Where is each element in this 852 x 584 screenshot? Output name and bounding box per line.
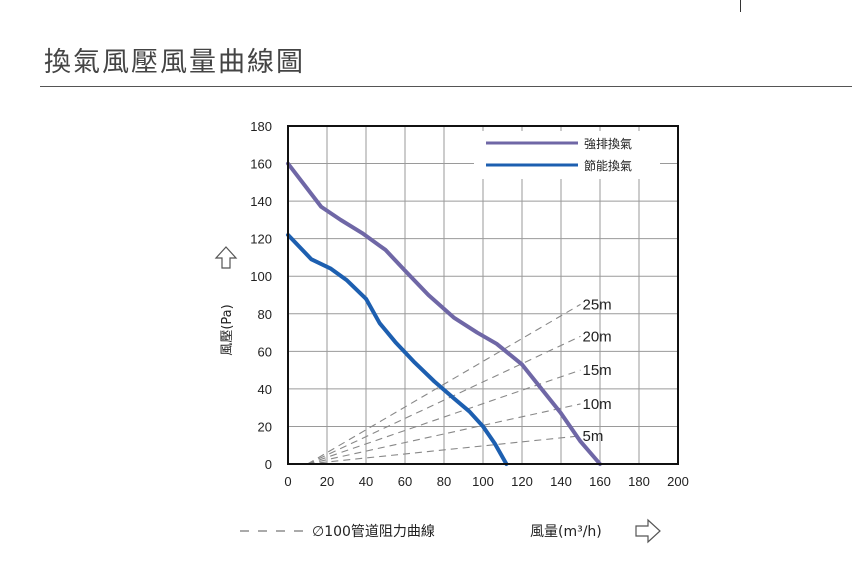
y-tick-label: 100	[250, 269, 272, 284]
x-tick-label: 80	[437, 474, 451, 489]
y-tick-label: 180	[250, 119, 272, 134]
pipe-curve-20m	[307, 335, 581, 465]
y-tick-label: 120	[250, 232, 272, 247]
y-axis-label-group: 風壓(Pa)	[214, 246, 238, 356]
x-tick-label: 120	[511, 474, 533, 489]
y-tick-label: 20	[258, 419, 272, 434]
pipe-curve-15m	[307, 369, 581, 465]
pipe-curve-25m	[307, 303, 581, 465]
x-tick-label: 0	[284, 474, 291, 489]
x-tick-label: 40	[359, 474, 373, 489]
legend-label-strong: 強排換氣	[584, 137, 632, 151]
axis-ticks: 0 20 40 60 80 100 120 140 160 180 200 0 20 40 60 80 100 1…	[250, 119, 689, 489]
y-tick-label: 140	[250, 194, 272, 209]
x-axis-label: 風量(m³/h)	[530, 524, 602, 540]
y-tick-label: 40	[258, 382, 272, 397]
series-line-強排換氣	[286, 161, 602, 466]
right-arrow-icon	[635, 518, 661, 544]
pipe-curve-5m	[307, 435, 581, 465]
y-tick-label: 80	[258, 307, 272, 322]
y-tick-label: 0	[265, 457, 272, 472]
x-tick-label: 160	[589, 474, 611, 489]
page-title: 換氣風壓風量曲線圖	[44, 47, 305, 78]
x-tick-label: 180	[628, 474, 650, 489]
x-tick-label: 20	[320, 474, 334, 489]
x-tick-label: 60	[398, 474, 412, 489]
up-arrow-icon	[214, 246, 238, 269]
pipe-length-label: 25m	[583, 296, 612, 313]
y-axis-label: 風壓(Pa)	[220, 304, 235, 355]
chart-legend: 強排換氣 節能換氣	[474, 131, 660, 179]
y-tick-label: 160	[250, 157, 272, 172]
chart-series	[286, 161, 602, 466]
pipe-resistance-curves: 5m 10m 15m 20m 25m	[307, 296, 612, 465]
legend-label-saving: 節能換氣	[584, 158, 632, 173]
y-tick-label: 60	[258, 344, 272, 359]
x-tick-label: 140	[550, 474, 572, 489]
plot-frame	[287, 125, 679, 465]
title-divider	[40, 86, 852, 87]
top-edge-mark	[740, 0, 741, 12]
series-line-節能換氣	[286, 232, 509, 466]
pipe-length-label: 15m	[583, 362, 612, 379]
pipe-length-label: 20m	[583, 328, 612, 345]
pipe-length-label: 5m	[583, 428, 604, 445]
x-tick-label: 200	[667, 474, 689, 489]
pipe-length-label: 10m	[583, 396, 612, 413]
chart-footer: ∅100管道阻力曲線 風量(m³/h)	[240, 518, 661, 544]
pipe-curve-10m	[307, 403, 581, 465]
x-tick-label: 100	[472, 474, 494, 489]
pipe-resistance-label: ∅100管道阻力曲線	[312, 524, 435, 540]
